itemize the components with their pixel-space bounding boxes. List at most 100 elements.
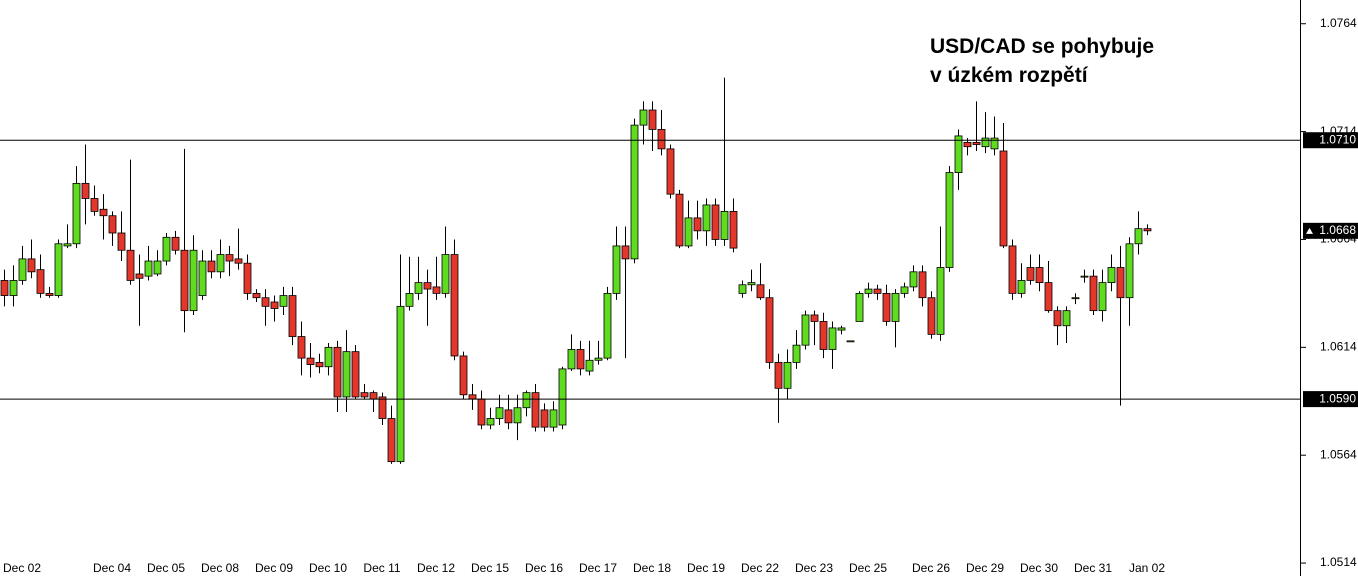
candle-body (216, 254, 225, 273)
candle-body (981, 137, 990, 148)
candle-body (387, 418, 396, 463)
candle-body (198, 260, 207, 296)
candle-body (702, 204, 711, 232)
candle-body (828, 327, 837, 350)
candle-body (306, 357, 315, 365)
candle-body (738, 284, 747, 294)
candle-body (1017, 280, 1026, 294)
x-tick-label: Dec 25 (849, 561, 887, 575)
candle-body (1080, 275, 1089, 278)
candle-body (846, 340, 855, 343)
candle-body (477, 398, 486, 426)
candle-body (252, 292, 261, 299)
candle-body (504, 409, 513, 424)
level-label-box (1303, 132, 1358, 149)
candle-body (468, 394, 477, 400)
level-label-box (1303, 391, 1358, 408)
x-tick-label: Dec 15 (471, 561, 509, 575)
candle-body (945, 172, 954, 268)
candle-body (990, 137, 999, 150)
candle-body (81, 182, 90, 199)
x-tick-label: Dec 30 (1020, 561, 1058, 575)
candle-body (693, 217, 702, 232)
x-tick-label: Dec 18 (633, 561, 671, 575)
candle-body (810, 314, 819, 322)
candle-body (711, 204, 720, 240)
candle-body (72, 182, 81, 245)
candle-body (729, 211, 738, 249)
candle-body (900, 286, 909, 294)
candle-body (1089, 275, 1098, 312)
x-tick-label: Dec 12 (417, 561, 455, 575)
candle-body (135, 273, 144, 279)
candle-body (927, 297, 936, 335)
candle-body (432, 286, 441, 294)
candle-body (27, 258, 36, 273)
candle-body (405, 292, 414, 307)
candle-body (423, 282, 432, 290)
candle-body (162, 236, 171, 262)
candle-body (954, 135, 963, 173)
candle-body (486, 418, 495, 426)
candle-body (144, 260, 153, 277)
candle-body (666, 148, 675, 195)
candle-body (342, 351, 351, 398)
candle-body (1125, 243, 1134, 299)
candle-body (450, 254, 459, 357)
candle-body (18, 258, 27, 281)
candle-body (414, 282, 423, 294)
candle-body (36, 269, 45, 294)
candle-body (747, 282, 756, 286)
candle-body (855, 292, 864, 322)
x-tick-label: Dec 22 (741, 561, 779, 575)
candle-body (279, 295, 288, 307)
candle-body (1098, 282, 1107, 312)
level-label: 1.0590 (1319, 391, 1356, 405)
level-label: 1.0710 (1319, 132, 1356, 146)
y-tick-label: 1.0564 (1320, 447, 1357, 461)
x-tick-label: Dec 16 (525, 561, 563, 575)
x-tick-label: Dec 26 (912, 561, 950, 575)
candle-body (999, 150, 1008, 247)
candle-body (1071, 297, 1080, 300)
candle-body (171, 236, 180, 251)
candle-body (675, 193, 684, 247)
candle-body (1026, 267, 1035, 281)
candle-body (594, 357, 603, 361)
last-price-label: 1.0668 (1319, 223, 1356, 237)
candle-body (1107, 267, 1116, 284)
candle-body (882, 292, 891, 322)
candle-body (513, 407, 522, 424)
x-tick-label: Dec 17 (579, 561, 617, 575)
candle-body (576, 349, 585, 370)
y-tick-label: 1.0514 (1320, 555, 1357, 569)
annotation: USD/CAD se pohybuje (930, 35, 1154, 58)
candle-body (630, 124, 639, 260)
candle-body (396, 305, 405, 463)
candle-body (63, 243, 72, 247)
candle-body (225, 254, 234, 262)
candle-body (495, 407, 504, 419)
candle-body (891, 292, 900, 322)
candle-body (657, 129, 666, 150)
candle-body (297, 336, 306, 359)
candle-body (648, 109, 657, 130)
candle-body (756, 284, 765, 299)
candle-body (45, 292, 54, 296)
x-tick-label: Jan 02 (1129, 561, 1165, 575)
candle-body (1044, 282, 1053, 312)
candle-body (270, 301, 279, 309)
candle-body (360, 392, 369, 398)
candle-body (621, 245, 630, 260)
candle-body (126, 249, 135, 281)
candle-body (540, 409, 549, 428)
candle-body (378, 396, 387, 419)
x-tick-label: Dec 08 (201, 561, 239, 575)
candle-body (765, 297, 774, 363)
candle-body (1008, 245, 1017, 294)
candle-body (315, 362, 324, 368)
candle-body (819, 321, 828, 350)
candle-body (1116, 267, 1125, 299)
